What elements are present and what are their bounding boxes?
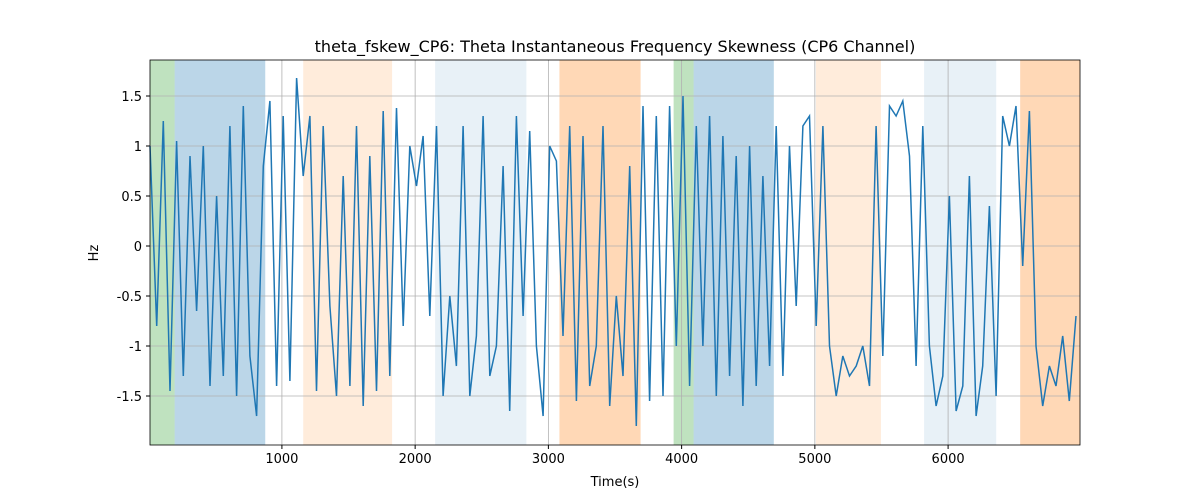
y-tick-label: 1 <box>134 140 142 155</box>
span <box>174 60 266 445</box>
x-tick-label: 6000 <box>932 452 965 467</box>
span <box>435 60 527 445</box>
y-axis-label: Hz <box>87 245 102 262</box>
x-axis-label: Time(s) <box>590 475 640 490</box>
plot-frame <box>149 59 1081 446</box>
data-line <box>149 77 1077 427</box>
x-tick-label: 5000 <box>798 452 831 467</box>
y-tick-label: -0.5 <box>117 290 142 305</box>
chart-title: theta_fskew_CP6: Theta Instantaneous Fre… <box>315 37 916 57</box>
x-tick-label: 1000 <box>265 452 298 467</box>
y-tick-label: -1.5 <box>117 390 142 405</box>
y-tick-label: 0 <box>134 240 142 255</box>
span <box>559 60 641 445</box>
span <box>924 60 997 445</box>
x-tick-label: 2000 <box>399 452 432 467</box>
x-tick-label: 3000 <box>532 452 565 467</box>
y-tick-label: -1 <box>129 340 142 355</box>
x-tick-label: 4000 <box>665 452 698 467</box>
y-tick-label: 0.5 <box>121 190 142 205</box>
y-tick-label: 1.5 <box>121 90 142 105</box>
span <box>815 60 881 445</box>
